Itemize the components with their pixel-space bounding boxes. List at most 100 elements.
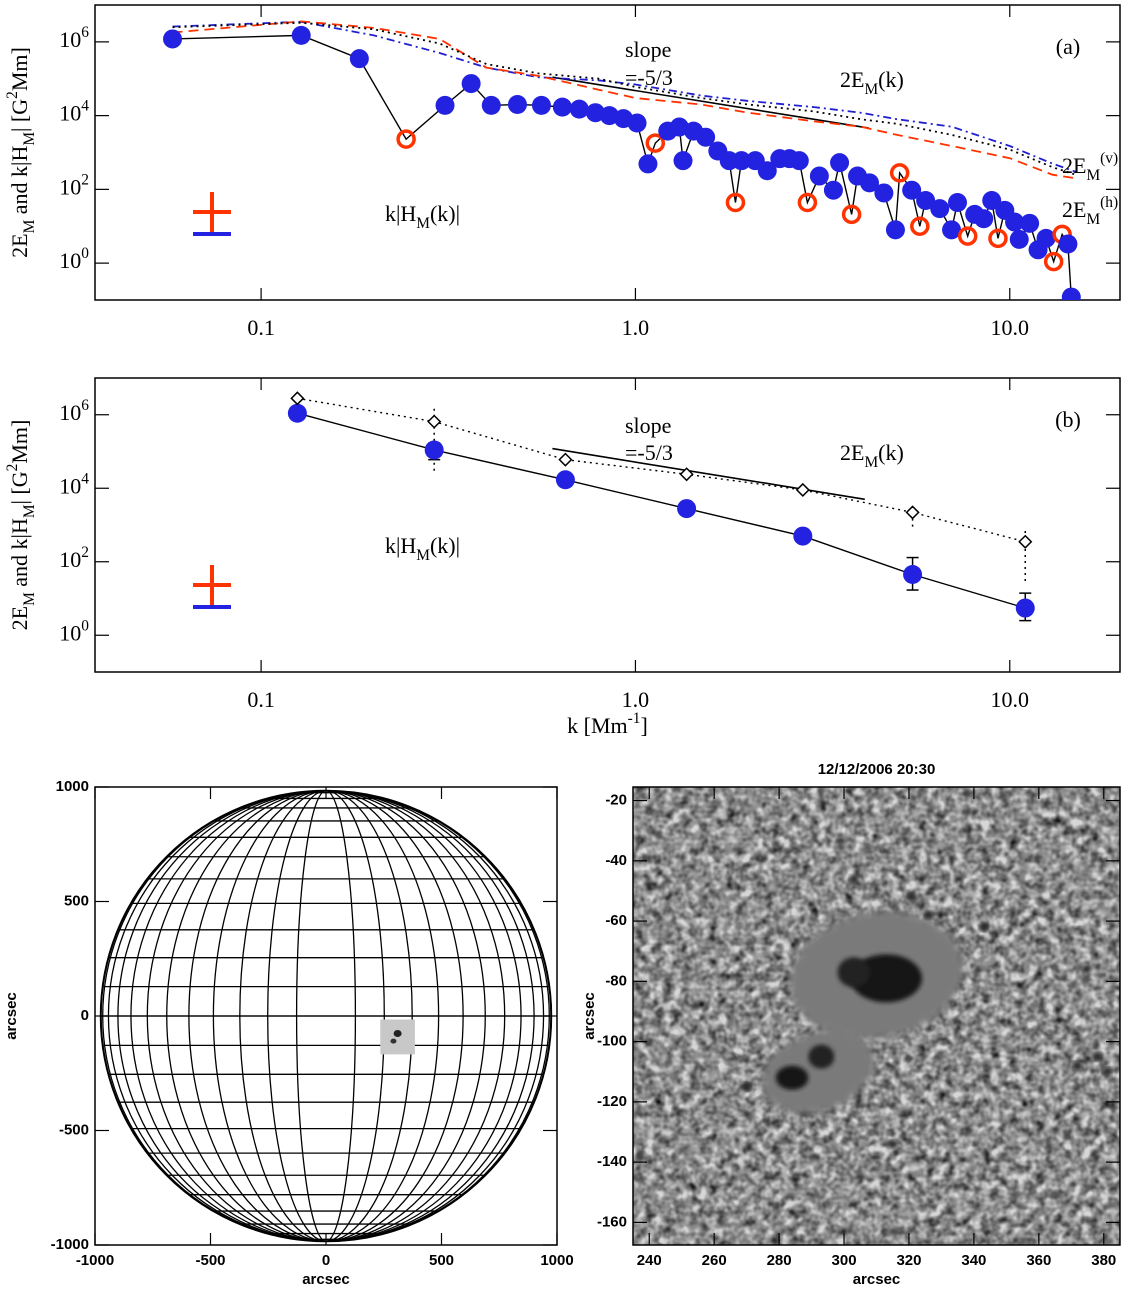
point bbox=[558, 452, 573, 467]
point bbox=[627, 113, 647, 133]
y-tick-label: 102 bbox=[59, 544, 89, 572]
x-tick-label: 0.1 bbox=[247, 687, 275, 712]
point bbox=[903, 564, 923, 584]
plot-frame bbox=[94, 4, 1121, 301]
series-line bbox=[172, 21, 1076, 176]
y-axis-label: arcsec bbox=[581, 992, 598, 1040]
error-glyph bbox=[193, 192, 231, 609]
panel-label: (b) bbox=[1055, 407, 1081, 432]
point bbox=[163, 29, 183, 49]
point bbox=[424, 440, 444, 460]
x-tick-label: 10.0 bbox=[991, 315, 1030, 340]
x-tick-label: 280 bbox=[767, 1252, 792, 1269]
point bbox=[795, 482, 810, 497]
y-tick-label: 0 bbox=[81, 1007, 89, 1024]
point bbox=[461, 74, 481, 94]
spot bbox=[978, 922, 989, 932]
x-tick-label: -1000 bbox=[76, 1252, 114, 1269]
point bbox=[435, 95, 455, 115]
y-tick-label: 500 bbox=[64, 892, 89, 909]
point bbox=[930, 199, 950, 219]
sunspot bbox=[390, 1038, 397, 1044]
y-tick-label: 102 bbox=[59, 171, 89, 199]
point bbox=[988, 228, 1008, 249]
sunspot bbox=[393, 1029, 402, 1037]
spot bbox=[837, 957, 871, 988]
point bbox=[947, 193, 967, 213]
solar-image bbox=[633, 787, 1120, 1245]
y-tick-label: 104 bbox=[59, 98, 89, 126]
spot bbox=[907, 892, 918, 902]
point bbox=[645, 133, 666, 153]
x-tick-label: 1.0 bbox=[622, 687, 650, 712]
point bbox=[696, 127, 716, 147]
annotation: slope bbox=[625, 413, 671, 438]
point bbox=[1018, 534, 1033, 549]
point bbox=[793, 526, 813, 546]
series-name: 2EM(h) bbox=[1062, 194, 1118, 228]
point bbox=[349, 49, 369, 69]
point bbox=[677, 499, 697, 519]
spot bbox=[741, 1082, 752, 1092]
y-axis-label: arcsec bbox=[3, 992, 20, 1040]
point bbox=[942, 220, 962, 240]
y-tick-label: -120 bbox=[597, 1093, 627, 1110]
point bbox=[396, 129, 416, 149]
point bbox=[841, 204, 862, 225]
point bbox=[902, 180, 922, 200]
point bbox=[555, 470, 575, 490]
point bbox=[1043, 251, 1064, 272]
annotation: k|HM(k)| bbox=[385, 533, 460, 564]
point bbox=[290, 391, 305, 406]
plot-frame bbox=[94, 377, 1121, 673]
y-tick-label: 100 bbox=[59, 245, 89, 273]
point bbox=[797, 192, 818, 213]
point bbox=[916, 190, 936, 210]
x-axis-label: k [Mm-1] bbox=[567, 710, 648, 738]
y-axis-label: 2EM and k|HM| [G2Mm] bbox=[4, 47, 38, 258]
point bbox=[725, 192, 746, 213]
spot bbox=[808, 1044, 835, 1069]
series-name: 2EM(v) bbox=[1062, 150, 1118, 184]
x-tick-label: 380 bbox=[1091, 1252, 1116, 1269]
x-tick-label: 0 bbox=[322, 1252, 330, 1269]
point bbox=[905, 505, 920, 520]
plot-area bbox=[287, 391, 1035, 622]
point bbox=[957, 226, 978, 246]
y-tick-label: 100 bbox=[59, 617, 89, 645]
point bbox=[885, 220, 905, 240]
x-axis-label: arcsec bbox=[302, 1271, 350, 1288]
x-tick-label: 260 bbox=[702, 1252, 727, 1269]
x-tick-label: 360 bbox=[1026, 1252, 1051, 1269]
spot bbox=[887, 1139, 898, 1149]
x-tick-label: 10.0 bbox=[991, 687, 1030, 712]
point bbox=[1036, 228, 1056, 248]
point bbox=[731, 151, 751, 171]
y-tick-label: -40 bbox=[605, 852, 627, 869]
point bbox=[669, 117, 689, 137]
slope-line bbox=[552, 447, 865, 501]
plot-frame bbox=[632, 786, 1121, 1246]
spot bbox=[1102, 1067, 1112, 1077]
annotation: k|HM(k)| bbox=[385, 201, 460, 232]
point bbox=[1005, 212, 1025, 232]
x-tick-label: 0.1 bbox=[247, 315, 275, 340]
x-tick-label: 240 bbox=[637, 1252, 662, 1269]
x-tick-label: -500 bbox=[195, 1252, 225, 1269]
annotation: =-5/3 bbox=[625, 65, 673, 90]
point bbox=[1015, 598, 1035, 618]
annotation: 2EM(k) bbox=[840, 440, 904, 471]
annotation: 2EM(k) bbox=[840, 67, 904, 98]
point bbox=[889, 163, 910, 183]
point bbox=[982, 190, 1002, 210]
y-tick-label: -140 bbox=[597, 1153, 627, 1170]
point bbox=[757, 161, 777, 181]
point bbox=[638, 154, 658, 174]
y-tick-label: 104 bbox=[59, 470, 89, 498]
point bbox=[287, 403, 307, 423]
point bbox=[874, 183, 894, 203]
y-tick-label: -80 bbox=[605, 972, 627, 989]
point bbox=[569, 99, 589, 119]
point bbox=[1058, 234, 1078, 254]
